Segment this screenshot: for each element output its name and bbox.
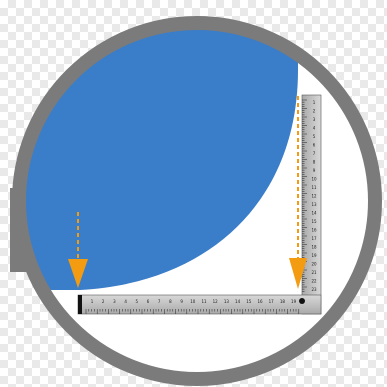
ruler-number: 10 (311, 177, 317, 182)
ruler-number: 2 (313, 109, 316, 114)
ruler-number: 20 (311, 262, 317, 267)
ruler-number: 6 (313, 143, 316, 148)
ruler-number: 9 (313, 168, 316, 173)
ruler-number: 11 (311, 185, 317, 190)
ruler-number: 16 (311, 228, 317, 233)
ruler-number: 11 (201, 299, 207, 304)
down-arrow-icon (68, 212, 88, 288)
ruler-number: 19 (311, 253, 317, 258)
ruler-number: 17 (269, 299, 275, 304)
ruler-number: 12 (311, 194, 317, 199)
ruler-number: 4 (313, 126, 316, 131)
ruler-number: 18 (311, 245, 317, 250)
frame-ring (12, 16, 382, 386)
ruler-number: 14 (311, 211, 317, 216)
ruler-number: 1 (313, 100, 316, 105)
ruler-number: 15 (311, 219, 317, 224)
ruler-number: 19 (291, 299, 297, 304)
down-arrow-icon (289, 96, 307, 289)
ruler-number: 21 (311, 270, 317, 275)
ruler-number: 18 (280, 299, 286, 304)
ruler-corner-pin (299, 298, 305, 304)
ruler-number: 8 (169, 299, 172, 304)
ruler-number: 12 (213, 299, 219, 304)
ruler-number: 17 (311, 236, 317, 241)
ruler-number: 9 (180, 299, 183, 304)
ruler-number: 14 (235, 299, 241, 304)
ruler-number: 22 (311, 279, 317, 284)
ruler-number: 10 (190, 299, 196, 304)
horizontal-ruler: 1 2 3 4 5 6 7 8 9 10 11 12 13 14 15 16 17 18 19 (77, 294, 322, 315)
ruler-number: 16 (257, 299, 263, 304)
ruler-number: 5 (313, 134, 316, 139)
ruler-number: 5 (136, 299, 139, 304)
ruler-number: 15 (246, 299, 252, 304)
ruler-number: 2 (102, 299, 105, 304)
ruler-number: 6 (147, 299, 150, 304)
ruler-number: 7 (158, 299, 161, 304)
ruler-number: 3 (113, 299, 116, 304)
ruler-number: 8 (313, 160, 316, 165)
ruler-number: 1 (91, 299, 94, 304)
ruler-number: 3 (313, 117, 316, 122)
ruler-number: 13 (224, 299, 230, 304)
ruler-number: 7 (313, 151, 316, 156)
ruler-number: 4 (124, 299, 127, 304)
ruler-number: 13 (311, 202, 317, 207)
ruler-number: 23 (311, 287, 317, 292)
ruler-end-cap (78, 295, 82, 314)
